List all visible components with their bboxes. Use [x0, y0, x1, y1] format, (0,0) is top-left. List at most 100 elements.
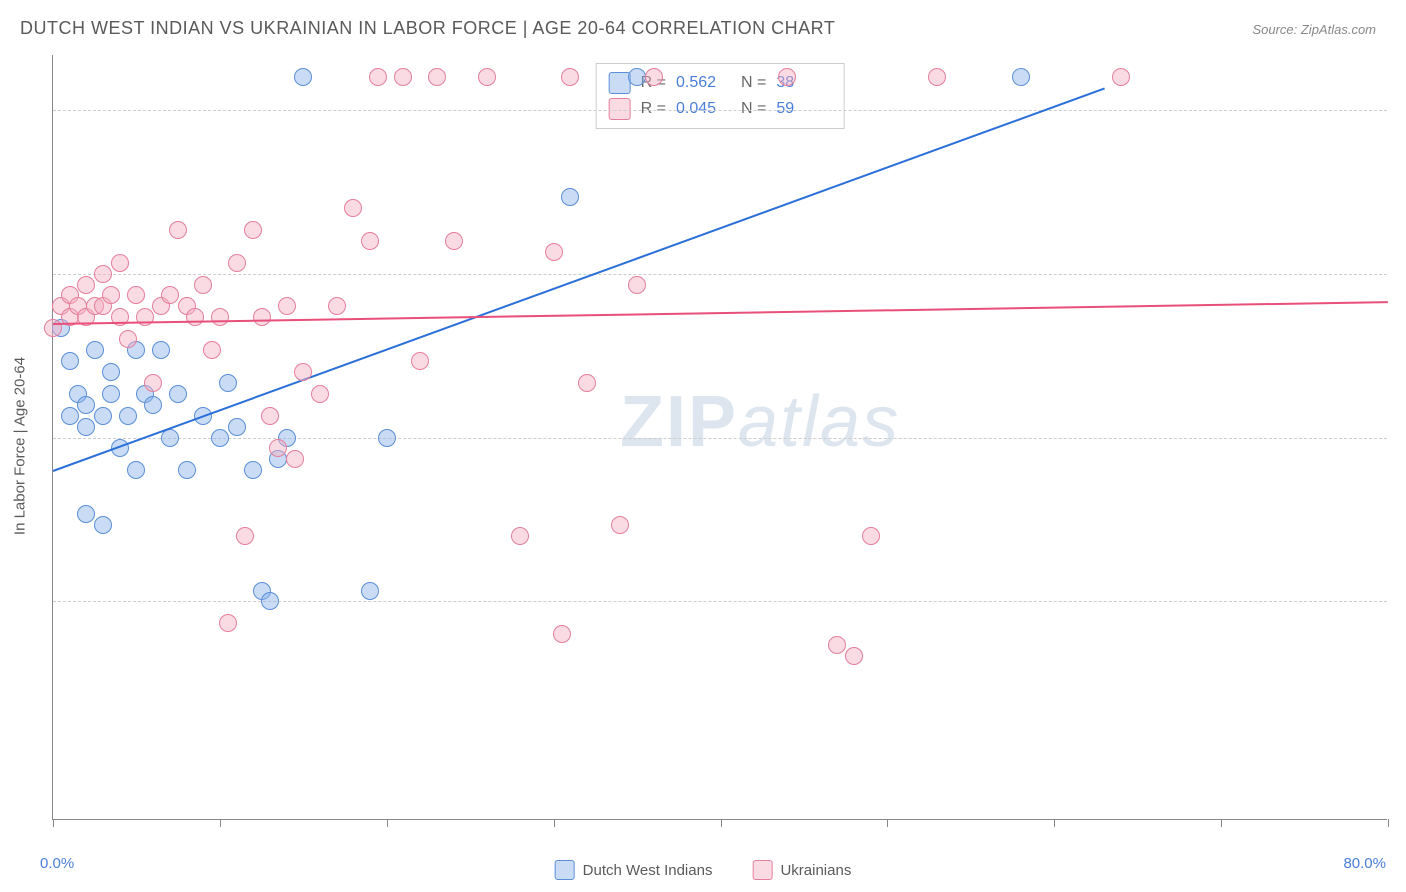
data-point [228, 418, 246, 436]
data-point [77, 396, 95, 414]
data-point [111, 254, 129, 272]
x-tick [53, 819, 54, 827]
x-tick [887, 819, 888, 827]
data-point [611, 516, 629, 534]
data-point [228, 254, 246, 272]
x-axis-min-label: 0.0% [40, 855, 74, 872]
data-point [77, 418, 95, 436]
data-point [86, 341, 104, 359]
data-point [428, 68, 446, 86]
data-point [203, 341, 221, 359]
data-point [369, 68, 387, 86]
data-point [77, 505, 95, 523]
data-point [828, 636, 846, 654]
y-tick-label: 70.0% [1397, 429, 1406, 446]
data-point [102, 385, 120, 403]
data-point [236, 527, 254, 545]
data-point [278, 297, 296, 315]
x-tick [554, 819, 555, 827]
legend-item: Ukrainians [752, 860, 851, 880]
data-point [862, 527, 880, 545]
data-point [94, 516, 112, 534]
x-tick [220, 819, 221, 827]
data-point [344, 199, 362, 217]
data-point [628, 68, 646, 86]
x-tick [1221, 819, 1222, 827]
chart-title: DUTCH WEST INDIAN VS UKRAINIAN IN LABOR … [20, 18, 835, 39]
legend-label: Dutch West Indians [583, 862, 713, 879]
data-point [169, 385, 187, 403]
data-point [578, 374, 596, 392]
data-point [478, 68, 496, 86]
data-point [244, 461, 262, 479]
data-point [261, 592, 279, 610]
data-point [411, 352, 429, 370]
data-point [328, 297, 346, 315]
data-point [311, 385, 329, 403]
data-point [928, 68, 946, 86]
data-point [161, 286, 179, 304]
data-point [61, 352, 79, 370]
y-tick-label: 55.0% [1397, 593, 1406, 610]
data-point [361, 582, 379, 600]
data-point [178, 461, 196, 479]
data-point [394, 68, 412, 86]
data-point [1112, 68, 1130, 86]
data-point [127, 286, 145, 304]
x-axis-max-label: 80.0% [1343, 855, 1386, 872]
data-point [253, 308, 271, 326]
data-point [294, 363, 312, 381]
x-tick [1054, 819, 1055, 827]
data-point [194, 276, 212, 294]
data-point [119, 330, 137, 348]
y-tick-label: 100.0% [1397, 101, 1406, 118]
data-point [102, 286, 120, 304]
data-point [361, 232, 379, 250]
gridline [53, 274, 1387, 275]
data-point [261, 407, 279, 425]
data-point [244, 221, 262, 239]
data-point [102, 363, 120, 381]
data-point [144, 374, 162, 392]
legend-swatch [555, 860, 575, 880]
y-axis-label: In Labor Force | Age 20-64 [12, 357, 29, 535]
data-point [119, 407, 137, 425]
legend-item: Dutch West Indians [555, 860, 713, 880]
data-point [286, 450, 304, 468]
watermark: ZIPatlas [620, 381, 900, 463]
data-point [144, 396, 162, 414]
data-point [294, 68, 312, 86]
data-point [152, 341, 170, 359]
data-point [211, 308, 229, 326]
data-point [645, 68, 663, 86]
data-point [845, 647, 863, 665]
data-point [211, 429, 229, 447]
x-tick [1388, 819, 1389, 827]
gridline [53, 601, 1387, 602]
data-point [269, 439, 287, 457]
y-tick-label: 85.0% [1397, 265, 1406, 282]
data-point [545, 243, 563, 261]
legend-label: Ukrainians [780, 862, 851, 879]
data-point [1012, 68, 1030, 86]
data-point [628, 276, 646, 294]
legend-swatch [752, 860, 772, 880]
data-point [511, 527, 529, 545]
data-point [778, 68, 796, 86]
data-point [219, 374, 237, 392]
x-tick [721, 819, 722, 827]
data-point [127, 461, 145, 479]
source-attribution: Source: ZipAtlas.com [1252, 22, 1376, 37]
stats-n-label: N = [741, 74, 766, 92]
x-tick [387, 819, 388, 827]
data-point [186, 308, 204, 326]
stats-r-value: 0.562 [676, 74, 731, 92]
gridline [53, 438, 1387, 439]
data-point [94, 265, 112, 283]
data-point [445, 232, 463, 250]
chart-plot-area: ZIPatlas R =0.562N =38R =0.045N =59 55.0… [52, 55, 1387, 820]
data-point [169, 221, 187, 239]
data-point [378, 429, 396, 447]
data-point [61, 407, 79, 425]
data-point [77, 276, 95, 294]
